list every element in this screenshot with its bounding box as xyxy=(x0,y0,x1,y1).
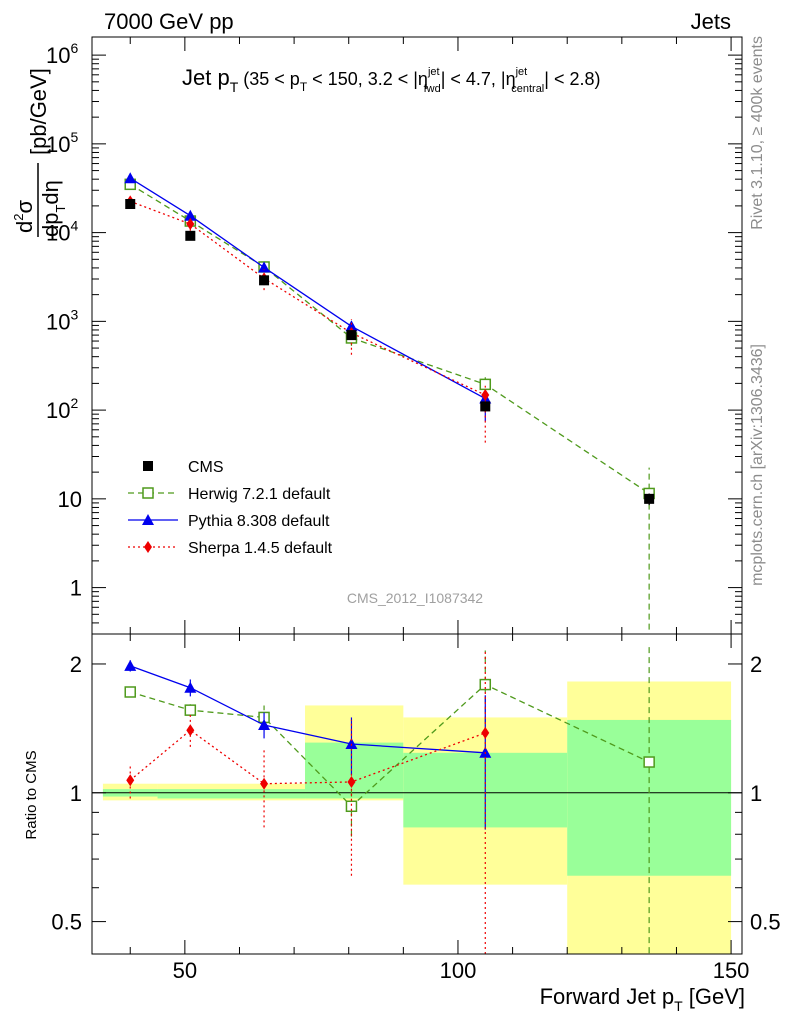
ratio-frame xyxy=(91,633,743,955)
legend-cms-marker xyxy=(143,461,153,471)
x-tick-label: 150 xyxy=(713,958,750,983)
ratio-y-label: Ratio to CMS xyxy=(23,750,40,839)
ratio-band-inner xyxy=(305,742,404,799)
ratio-herwig-point xyxy=(643,756,655,768)
main-y-tick-label: 10 xyxy=(58,487,82,512)
legend-sherpa-label: Sherpa 1.4.5 default xyxy=(188,540,333,557)
main-y-tick-label: 105 xyxy=(46,129,78,157)
main-herwig-point xyxy=(479,378,492,391)
main-cms-point xyxy=(644,493,655,504)
main-y-tick-label: 103 xyxy=(46,306,78,334)
ratio-sherpa-point xyxy=(481,726,490,739)
main-cms-point xyxy=(480,401,491,412)
main-cms-point xyxy=(125,199,136,210)
ratio-y-tick-label-left: 1 xyxy=(70,781,82,806)
legend-item-herwig: Herwig 7.2.1 default xyxy=(128,486,331,503)
ratio-y-tick-label-right: 2 xyxy=(750,652,762,677)
ratio-panel: 0.5 0.5 1 1 2 2 50 100 150 Ratio to CMS Forward… xyxy=(23,633,781,1014)
svg-text:d2σ: d2σ xyxy=(11,200,37,233)
main-sherpa-point xyxy=(186,218,195,231)
ratio-y-tick-label-right: 1 xyxy=(750,781,762,806)
legend-pythia-label: Pythia 8.308 default xyxy=(188,513,330,530)
header-beam-label: 7000 GeV pp xyxy=(104,9,234,34)
ratio-y-tick-label-left: 0.5 xyxy=(51,910,82,935)
main-herwig-line xyxy=(129,183,650,495)
ratio-sherpa-point xyxy=(260,777,269,790)
x-axis-label: Forward Jet pT [GeV] xyxy=(540,984,745,1014)
legend-herwig-marker xyxy=(142,487,154,499)
main-pythia-point xyxy=(345,320,358,332)
main-pythia-point xyxy=(124,172,137,184)
ratio-herwig-point xyxy=(345,800,358,813)
legend-item-sherpa: Sherpa 1.4.5 default xyxy=(128,540,333,557)
legend-sherpa-marker xyxy=(144,541,152,553)
ratio-pythia-point xyxy=(345,738,358,750)
ratio-herwig-point xyxy=(184,704,197,716)
ratio-herwig-line xyxy=(130,683,650,808)
main-sherpa-point xyxy=(481,388,490,401)
rivet-version-label: Rivet 3.1.10, ≥ 400k events xyxy=(749,36,766,230)
analysis-id-label: CMS_2012_I1087342 xyxy=(347,590,483,606)
ratio-herwig-point xyxy=(479,678,492,691)
mcplots-label: mcplots.cern.ch [arXiv:1306.3436] xyxy=(749,344,766,586)
ratio-pythia-point xyxy=(184,681,197,693)
main-y-tick-label: 1 xyxy=(70,576,82,601)
main-pythia-point xyxy=(258,261,271,273)
legend-item-cms: CMS xyxy=(143,459,224,476)
main-cms-point xyxy=(259,275,270,286)
plot-title: Jet pT (35 < pT < 150, 3.2 < |ηjet fwd| <… xyxy=(182,65,600,95)
svg-text:dpTdη: dpTdη xyxy=(38,180,68,237)
legend-item-pythia: Pythia 8.308 default xyxy=(128,513,330,530)
ratio-y-tick-label-right: 0.5 xyxy=(750,910,781,935)
legend-cms-label: CMS xyxy=(188,459,224,476)
ratio-sherpa-point xyxy=(186,724,195,737)
main-y-tick-label: 104 xyxy=(46,218,78,246)
main-y-tick-label: 102 xyxy=(46,395,78,423)
svg-text:[pb/GeV]: [pb/GeV] xyxy=(26,68,51,155)
x-tick-label: 50 xyxy=(173,958,197,983)
ratio-sherpa-point xyxy=(126,774,135,787)
legend: CMS Herwig 7.2.1 default Pythia 8.308 defa… xyxy=(128,459,333,557)
x-tick-label: 100 xyxy=(440,958,477,983)
ratio-sherpa-point xyxy=(347,775,356,788)
main-pythia-point xyxy=(184,209,197,221)
main-y-label: d2σ dpTdη [pb/GeV] xyxy=(11,68,68,237)
ratio-band-inner xyxy=(157,789,306,799)
legend-herwig-label: Herwig 7.2.1 default xyxy=(188,486,331,503)
legend-pythia-marker xyxy=(142,514,154,525)
main-y-tick-label: 106 xyxy=(46,40,78,68)
header-category-label: Jets xyxy=(691,9,731,34)
ratio-pythia-point xyxy=(124,659,137,671)
ratio-pythia-point xyxy=(258,719,271,731)
main-panel: 1 10 102 103 104 105 106 Jet pT (35 < pT < 150… xyxy=(11,36,743,635)
main-cms-point xyxy=(346,330,357,341)
main-cms-point xyxy=(185,230,196,241)
ratio-y-tick-label-left: 2 xyxy=(70,652,82,677)
ratio-herwig-point xyxy=(124,686,136,698)
